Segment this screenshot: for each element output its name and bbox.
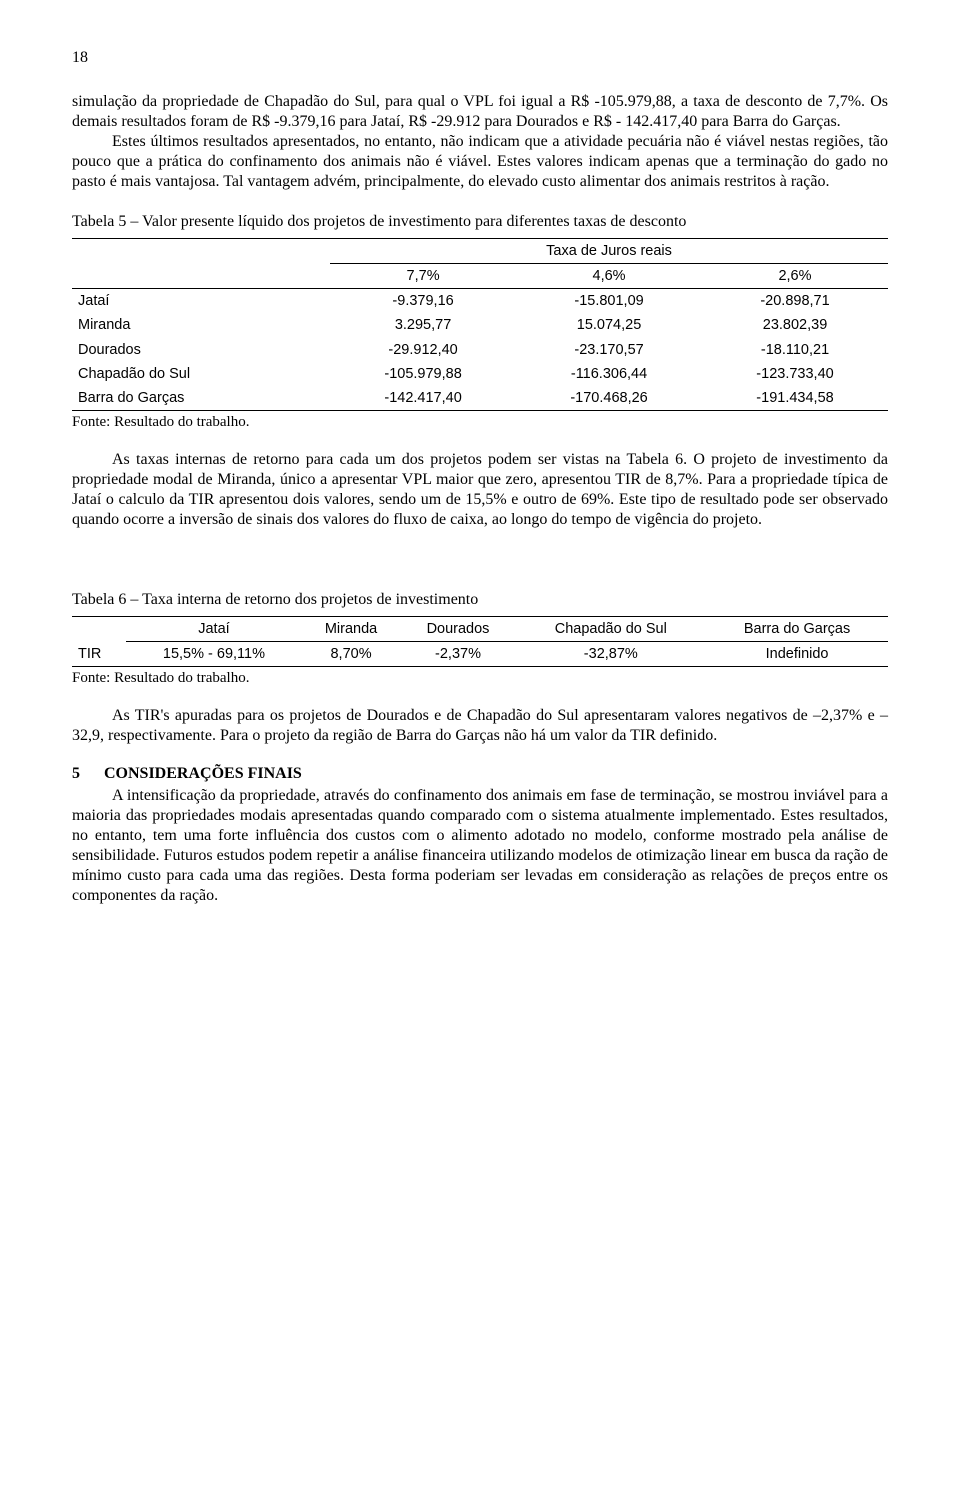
table5-r0-v2: -20.898,71: [702, 289, 888, 314]
table5-r0-v0: -9.379,16: [330, 289, 516, 314]
table6-col0: Jataí: [126, 616, 301, 641]
table6-v1: 8,70%: [302, 641, 401, 666]
table5-col1: 4,6%: [516, 264, 702, 289]
table6: Jataí Miranda Dourados Chapadão do Sul B…: [72, 616, 888, 667]
table5-r1-v1: 15.074,25: [516, 313, 702, 337]
table5-r2-v0: -29.912,40: [330, 338, 516, 362]
section-5-num: 5: [72, 764, 100, 784]
paragraph-1: simulação da propriedade de Chapadão do …: [72, 92, 888, 132]
table5-spanner: Taxa de Juros reais: [330, 239, 888, 264]
paragraph-3: As taxas internas de retorno para cada u…: [72, 450, 888, 530]
table5-r0-label: Jataí: [72, 289, 330, 314]
table6-v4: Indefinido: [706, 641, 888, 666]
paragraph-2: Estes últimos resultados apresentados, n…: [72, 132, 888, 192]
table6-col1: Miranda: [302, 616, 401, 641]
table6-col3: Chapadão do Sul: [516, 616, 707, 641]
table5-r3-v2: -123.733,40: [702, 362, 888, 386]
section-5-body: A intensificação da propriedade, através…: [72, 786, 888, 906]
table5-r3-v0: -105.979,88: [330, 362, 516, 386]
table6-v3: -32,87%: [516, 641, 707, 666]
table6-v0: 15,5% - 69,11%: [126, 641, 301, 666]
table6-col2: Dourados: [401, 616, 516, 641]
paragraph-4: As TIR's apuradas para os projetos de Do…: [72, 706, 888, 746]
table5-caption: Tabela 5 – Valor presente líquido dos pr…: [72, 212, 888, 232]
table6-col4: Barra do Garças: [706, 616, 888, 641]
table5-r4-v0: -142.417,40: [330, 386, 516, 411]
section-5-title: CONSIDERAÇÕES FINAIS: [104, 765, 302, 782]
section-5-heading: 5 CONSIDERAÇÕES FINAIS: [72, 764, 888, 784]
table5-col0: 7,7%: [330, 264, 516, 289]
table5-r2-v1: -23.170,57: [516, 338, 702, 362]
table6-source: Fonte: Resultado do trabalho.: [72, 669, 888, 688]
table5-r1-v2: 23.802,39: [702, 313, 888, 337]
page-number: 18: [72, 48, 888, 68]
table5-r2-label: Dourados: [72, 338, 330, 362]
table6-v2: -2,37%: [401, 641, 516, 666]
table5-r2-v2: -18.110,21: [702, 338, 888, 362]
table5-col2: 2,6%: [702, 264, 888, 289]
table6-row-label: TIR: [72, 641, 126, 666]
table5-r0-v1: -15.801,09: [516, 289, 702, 314]
table5-r4-v1: -170.468,26: [516, 386, 702, 411]
table5-r4-v2: -191.434,58: [702, 386, 888, 411]
table5-r3-label: Chapadão do Sul: [72, 362, 330, 386]
table5: Taxa de Juros reais 7,7% 4,6% 2,6% Jataí…: [72, 238, 888, 411]
table5-r3-v1: -116.306,44: [516, 362, 702, 386]
table6-caption: Tabela 6 – Taxa interna de retorno dos p…: [72, 590, 888, 610]
table5-r1-v0: 3.295,77: [330, 313, 516, 337]
table5-source: Fonte: Resultado do trabalho.: [72, 413, 888, 432]
table5-r4-label: Barra do Garças: [72, 386, 330, 411]
table5-r1-label: Miranda: [72, 313, 330, 337]
